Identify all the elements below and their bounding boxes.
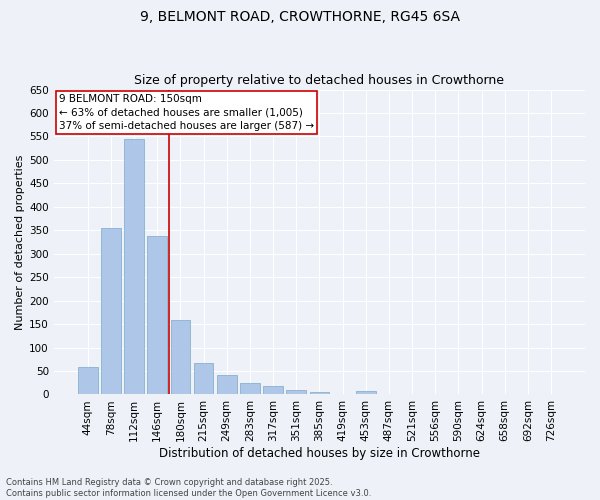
Text: Contains HM Land Registry data © Crown copyright and database right 2025.
Contai: Contains HM Land Registry data © Crown c…: [6, 478, 371, 498]
Bar: [310, 392, 329, 394]
Text: 9, BELMONT ROAD, CROWTHORNE, RG45 6SA: 9, BELMONT ROAD, CROWTHORNE, RG45 6SA: [140, 10, 460, 24]
Title: Size of property relative to detached houses in Crowthorne: Size of property relative to detached ho…: [134, 74, 505, 87]
Bar: [124, 139, 144, 394]
Bar: [263, 386, 283, 394]
Bar: [356, 390, 376, 394]
Bar: [194, 363, 214, 394]
Y-axis label: Number of detached properties: Number of detached properties: [15, 154, 25, 330]
Bar: [286, 390, 306, 394]
Bar: [240, 383, 260, 394]
X-axis label: Distribution of detached houses by size in Crowthorne: Distribution of detached houses by size …: [159, 447, 480, 460]
Bar: [148, 236, 167, 394]
Bar: [170, 320, 190, 394]
Bar: [101, 228, 121, 394]
Text: 9 BELMONT ROAD: 150sqm
← 63% of detached houses are smaller (1,005)
37% of semi-: 9 BELMONT ROAD: 150sqm ← 63% of detached…: [59, 94, 314, 130]
Bar: [217, 375, 236, 394]
Bar: [78, 368, 98, 394]
